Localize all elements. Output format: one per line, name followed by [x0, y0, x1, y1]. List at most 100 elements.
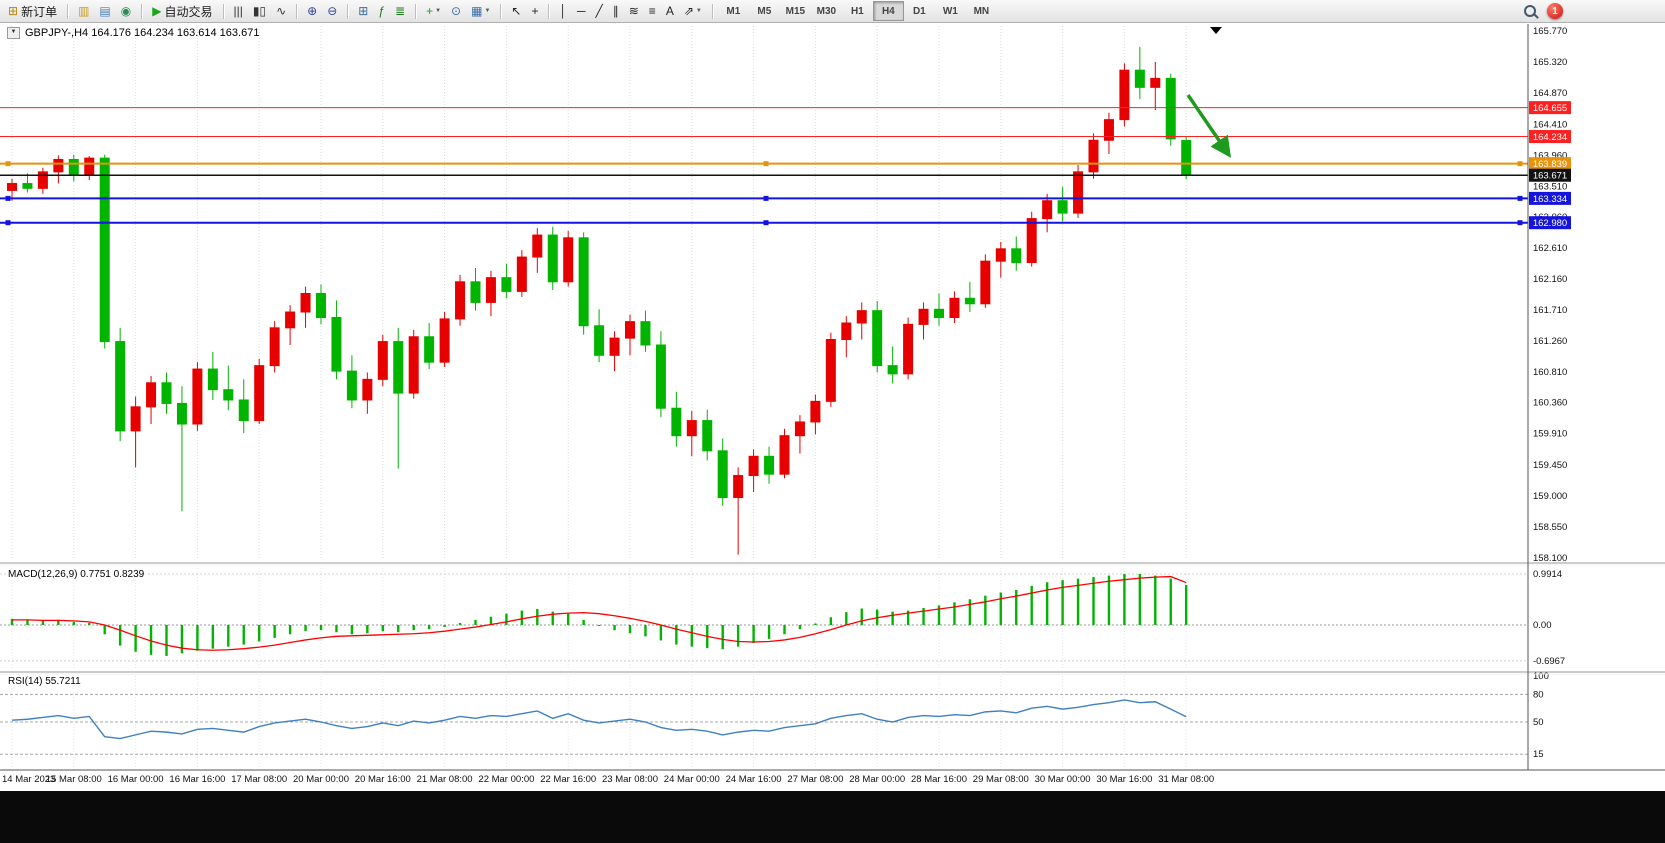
timeframe-w1[interactable]: W1: [942, 5, 958, 17]
horizontal-line-icon-glyph: ─: [576, 4, 586, 18]
shapes-icon[interactable]: ≡: [645, 1, 660, 22]
toolbar-separator: [67, 3, 69, 19]
trendline-icon-glyph: ╱: [595, 4, 603, 18]
timeframe-m1[interactable]: M1: [726, 5, 741, 17]
price-badge: 164.655: [1529, 101, 1571, 115]
text-label-icon[interactable]: A: [662, 1, 678, 22]
trendline-icon[interactable]: ╱: [592, 1, 607, 22]
svg-text:50: 50: [1533, 717, 1544, 728]
svg-text:30 Mar 16:00: 30 Mar 16:00: [1096, 774, 1152, 785]
vertical-line-icon[interactable]: │: [555, 1, 571, 22]
svg-text:162.980: 162.980: [1533, 218, 1567, 229]
svg-text:16 Mar 00:00: 16 Mar 00:00: [108, 774, 164, 785]
svg-text:20 Mar 16:00: 20 Mar 16:00: [355, 774, 411, 785]
data-window-icon[interactable]: ▤: [95, 1, 114, 22]
search-icon[interactable]: [1523, 4, 1539, 19]
svg-text:16 Mar 16:00: 16 Mar 16:00: [169, 774, 225, 785]
toolbar-separator: [548, 3, 550, 19]
svg-text:80: 80: [1533, 689, 1544, 700]
svg-text:24 Mar 16:00: 24 Mar 16:00: [726, 774, 782, 785]
indicators-icon-glyph: ƒ: [378, 4, 386, 18]
arrow-annotation[interactable]: [1186, 94, 1231, 158]
tile-windows-icon[interactable]: ⊞: [354, 1, 372, 22]
bottom-strip: [0, 791, 1665, 843]
bar-chart-icon[interactable]: |||: [230, 1, 247, 22]
toolbar-separator: [415, 3, 417, 19]
grid-layer: [11, 26, 1187, 768]
dropdown-caret-icon: ▼: [484, 8, 491, 14]
toolbar-separator: [296, 3, 298, 19]
macd-panel: 0.9914 0.00 -0.6967: [0, 569, 1565, 667]
market-watch-icon-glyph: ▥: [78, 4, 90, 18]
svg-text:0.9914: 0.9914: [1533, 569, 1562, 580]
channel-icon-glyph: ∥: [612, 4, 619, 18]
rsi-panel: 100 80 50 15: [0, 671, 1549, 760]
timeframe-m15[interactable]: M15: [785, 5, 806, 17]
timeframe-m5[interactable]: M5: [757, 5, 772, 17]
notification-badge[interactable]: 1: [1547, 3, 1563, 19]
svg-text:160.810: 160.810: [1533, 367, 1567, 378]
svg-text:160.360: 160.360: [1533, 398, 1567, 409]
indicator-windows-icon-glyph: ≣: [395, 4, 406, 18]
cursor-icon-glyph: ↖: [511, 4, 522, 18]
new-order-button[interactable]: ⊞ 新订单: [4, 1, 61, 22]
svg-text:31 Mar 08:00: 31 Mar 08:00: [1158, 774, 1214, 785]
toolbar-separator: [500, 3, 502, 19]
fibonacci-icon[interactable]: ≋: [625, 1, 643, 22]
svg-text:163.510: 163.510: [1533, 181, 1567, 192]
vertical-line-icon-glyph: │: [559, 4, 567, 18]
market-watch-icon[interactable]: ▥: [74, 1, 93, 22]
timeframe-h4[interactable]: H4: [872, 1, 904, 21]
period-icon[interactable]: ⊙: [447, 1, 465, 22]
price-axis[interactable]: 165.770 165.320 164.870 164.410 163.960 163.5…: [1533, 26, 1567, 564]
channel-icon[interactable]: ∥: [609, 1, 623, 22]
cursor-icon[interactable]: ↖: [507, 1, 525, 22]
indicators-icon[interactable]: ƒ: [374, 1, 389, 22]
svg-text:14 Mar 2023: 14 Mar 2023: [2, 774, 55, 785]
data-window-icon-glyph: ▤: [99, 4, 111, 18]
line-chart-icon[interactable]: ∿: [272, 1, 290, 22]
candles-layer: [7, 46, 1192, 555]
horizontal-line-icon[interactable]: ─: [573, 1, 590, 22]
add-chart-icon[interactable]: + ▼: [422, 1, 445, 22]
indicator-windows-icon[interactable]: ≣: [391, 1, 409, 22]
terminal-icon[interactable]: ◉: [117, 1, 135, 22]
timeframe-mn[interactable]: MN: [973, 5, 990, 17]
search-handle: [1533, 12, 1539, 19]
scroll-to-end-marker[interactable]: [1210, 27, 1222, 34]
autotrade-button[interactable]: ▶ 自动交易: [148, 1, 216, 22]
new-order-glyph: ⊞: [8, 4, 19, 18]
timeframe-h1[interactable]: H1: [850, 5, 864, 17]
autotrade-glyph: ▶: [152, 4, 162, 18]
zoom-out-icon[interactable]: ⊖: [323, 1, 341, 22]
zoom-in-icon[interactable]: ⊕: [303, 1, 321, 22]
shapes-icon-glyph: ≡: [648, 4, 656, 18]
arrows-icon[interactable]: ⇗ ▼: [680, 1, 706, 22]
timeframe-d1[interactable]: D1: [912, 5, 926, 17]
bar-chart-icon-glyph: |||: [233, 4, 243, 18]
collapse-chart-icon[interactable]: ▼: [7, 27, 20, 39]
new-order-button-label: 新订单: [21, 4, 58, 19]
svg-text:164.655: 164.655: [1533, 103, 1567, 114]
chart-title-row: ▼ GBPJPY-,H4 164.176 164.234 163.614 163…: [7, 27, 259, 39]
svg-text:159.450: 159.450: [1533, 460, 1567, 471]
svg-text:-0.6967: -0.6967: [1533, 656, 1565, 667]
crosshair-icon[interactable]: +: [527, 1, 542, 22]
timeframe-m30[interactable]: M30: [816, 5, 837, 17]
svg-text:15 Mar 08:00: 15 Mar 08:00: [46, 774, 102, 785]
svg-text:164.234: 164.234: [1533, 132, 1567, 143]
templates-icon[interactable]: ▦ ▼: [467, 1, 494, 22]
svg-text:164.410: 164.410: [1533, 119, 1567, 130]
crosshair-icon-glyph: +: [531, 4, 539, 18]
svg-text:30 Mar 00:00: 30 Mar 00:00: [1035, 774, 1091, 785]
price-badge: 163.671: [1529, 168, 1571, 182]
candlestick-chart-icon[interactable]: ▮▯: [249, 1, 270, 22]
svg-text:164.870: 164.870: [1533, 88, 1567, 99]
svg-text:163.839: 163.839: [1533, 159, 1567, 170]
svg-text:29 Mar 08:00: 29 Mar 08:00: [973, 774, 1029, 785]
toolbar-separator: [711, 3, 713, 19]
templates-icon-glyph: ▦: [471, 4, 483, 18]
